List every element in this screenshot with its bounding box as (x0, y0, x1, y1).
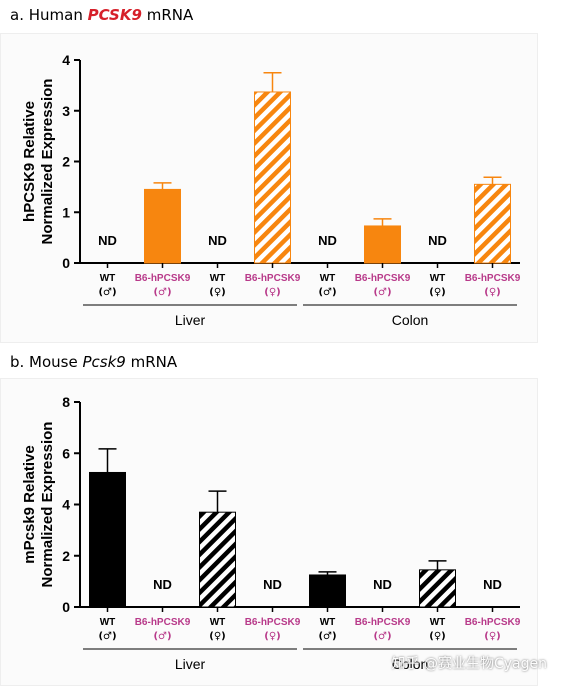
nd-label: ND (153, 577, 172, 592)
x-sex-label: (♀) (209, 631, 225, 642)
x-sex-label: (♂) (373, 631, 391, 642)
x-genotype-label: WT (210, 273, 226, 284)
bar (89, 471, 126, 608)
panel-a-prefix: a. Human (10, 6, 88, 24)
nd-label: ND (373, 577, 392, 592)
x-sex-label: (♀) (209, 287, 225, 298)
group-label: Colon (392, 656, 429, 672)
panel-a-suffix: mRNA (141, 6, 194, 24)
nd-label: ND (263, 577, 282, 592)
panel-b-prefix: b. Mouse (10, 353, 83, 371)
y-tick-label: 1 (62, 204, 70, 220)
y-axis-title-line2: Normalized Expression (39, 79, 56, 245)
bar (254, 91, 291, 264)
y-axis-title-line2: Normalized Expression (39, 422, 56, 588)
watermark: 知乎 @赛业生物Cyagen (391, 656, 547, 672)
x-sex-label: (♂) (318, 631, 336, 642)
x-genotype-label: WT (100, 617, 116, 628)
x-genotype-label: B6-hPCSK9 (355, 273, 411, 284)
y-tick-label: 0 (62, 255, 70, 271)
bar (419, 569, 456, 608)
x-sex-label: (♂) (98, 631, 116, 642)
x-sex-label: (♂) (373, 287, 391, 298)
y-tick-label: 6 (62, 445, 70, 461)
x-genotype-label: B6-hPCSK9 (245, 273, 301, 284)
nd-label: ND (98, 233, 117, 248)
x-genotype-label: WT (100, 273, 116, 284)
group-label: Liver (175, 312, 206, 328)
nd-label: ND (208, 233, 227, 248)
x-sex-label: (♂) (318, 287, 336, 298)
group-label: Liver (175, 656, 206, 672)
nd-label: ND (318, 233, 337, 248)
x-sex-label: (♀) (264, 287, 280, 298)
x-genotype-label: WT (430, 273, 446, 284)
x-genotype-label: WT (210, 617, 226, 628)
x-genotype-label: WT (320, 617, 336, 628)
y-axis-title-line1: mPcsk9 Relative (21, 445, 38, 563)
y-tick-label: 4 (62, 497, 70, 513)
nd-label: ND (483, 577, 502, 592)
y-tick-label: 2 (62, 154, 70, 170)
y-tick-label: 8 (62, 394, 70, 410)
group-label: Colon (392, 312, 429, 328)
x-sex-label: (♀) (264, 631, 280, 642)
x-genotype-label: B6-hPCSK9 (245, 617, 301, 628)
panel-b-title: b. Mouse Pcsk9 mRNA (10, 353, 177, 371)
bar (144, 188, 181, 264)
x-sex-label: (♂) (153, 287, 171, 298)
x-sex-label: (♀) (429, 631, 445, 642)
panel-a-title: a. Human PCSK9 mRNA (10, 6, 193, 24)
x-genotype-label: B6-hPCSK9 (465, 617, 521, 628)
x-sex-label: (♀) (429, 287, 445, 298)
x-genotype-label: WT (430, 617, 446, 628)
y-tick-label: 0 (62, 599, 70, 615)
panel-a-gene: PCSK9 (87, 6, 142, 24)
x-genotype-label: B6-hPCSK9 (355, 617, 411, 628)
x-sex-label: (♀) (484, 631, 500, 642)
panel-b-suffix: mRNA (125, 353, 178, 371)
x-sex-label: (♀) (484, 287, 500, 298)
panel-b-gene: Pcsk9 (82, 353, 126, 371)
y-tick-label: 2 (62, 548, 70, 564)
bar (309, 574, 346, 608)
bar (199, 511, 236, 608)
x-sex-label: (♂) (153, 631, 171, 642)
y-axis-title-line1: hPCSK9 Relative (21, 101, 38, 222)
x-sex-label: (♂) (98, 287, 116, 298)
x-genotype-label: B6-hPCSK9 (135, 617, 191, 628)
x-genotype-label: WT (320, 273, 336, 284)
y-tick-label: 4 (62, 52, 70, 68)
nd-label: ND (428, 233, 447, 248)
x-genotype-label: B6-hPCSK9 (465, 273, 521, 284)
x-genotype-label: B6-hPCSK9 (135, 273, 191, 284)
y-tick-label: 3 (62, 103, 70, 119)
